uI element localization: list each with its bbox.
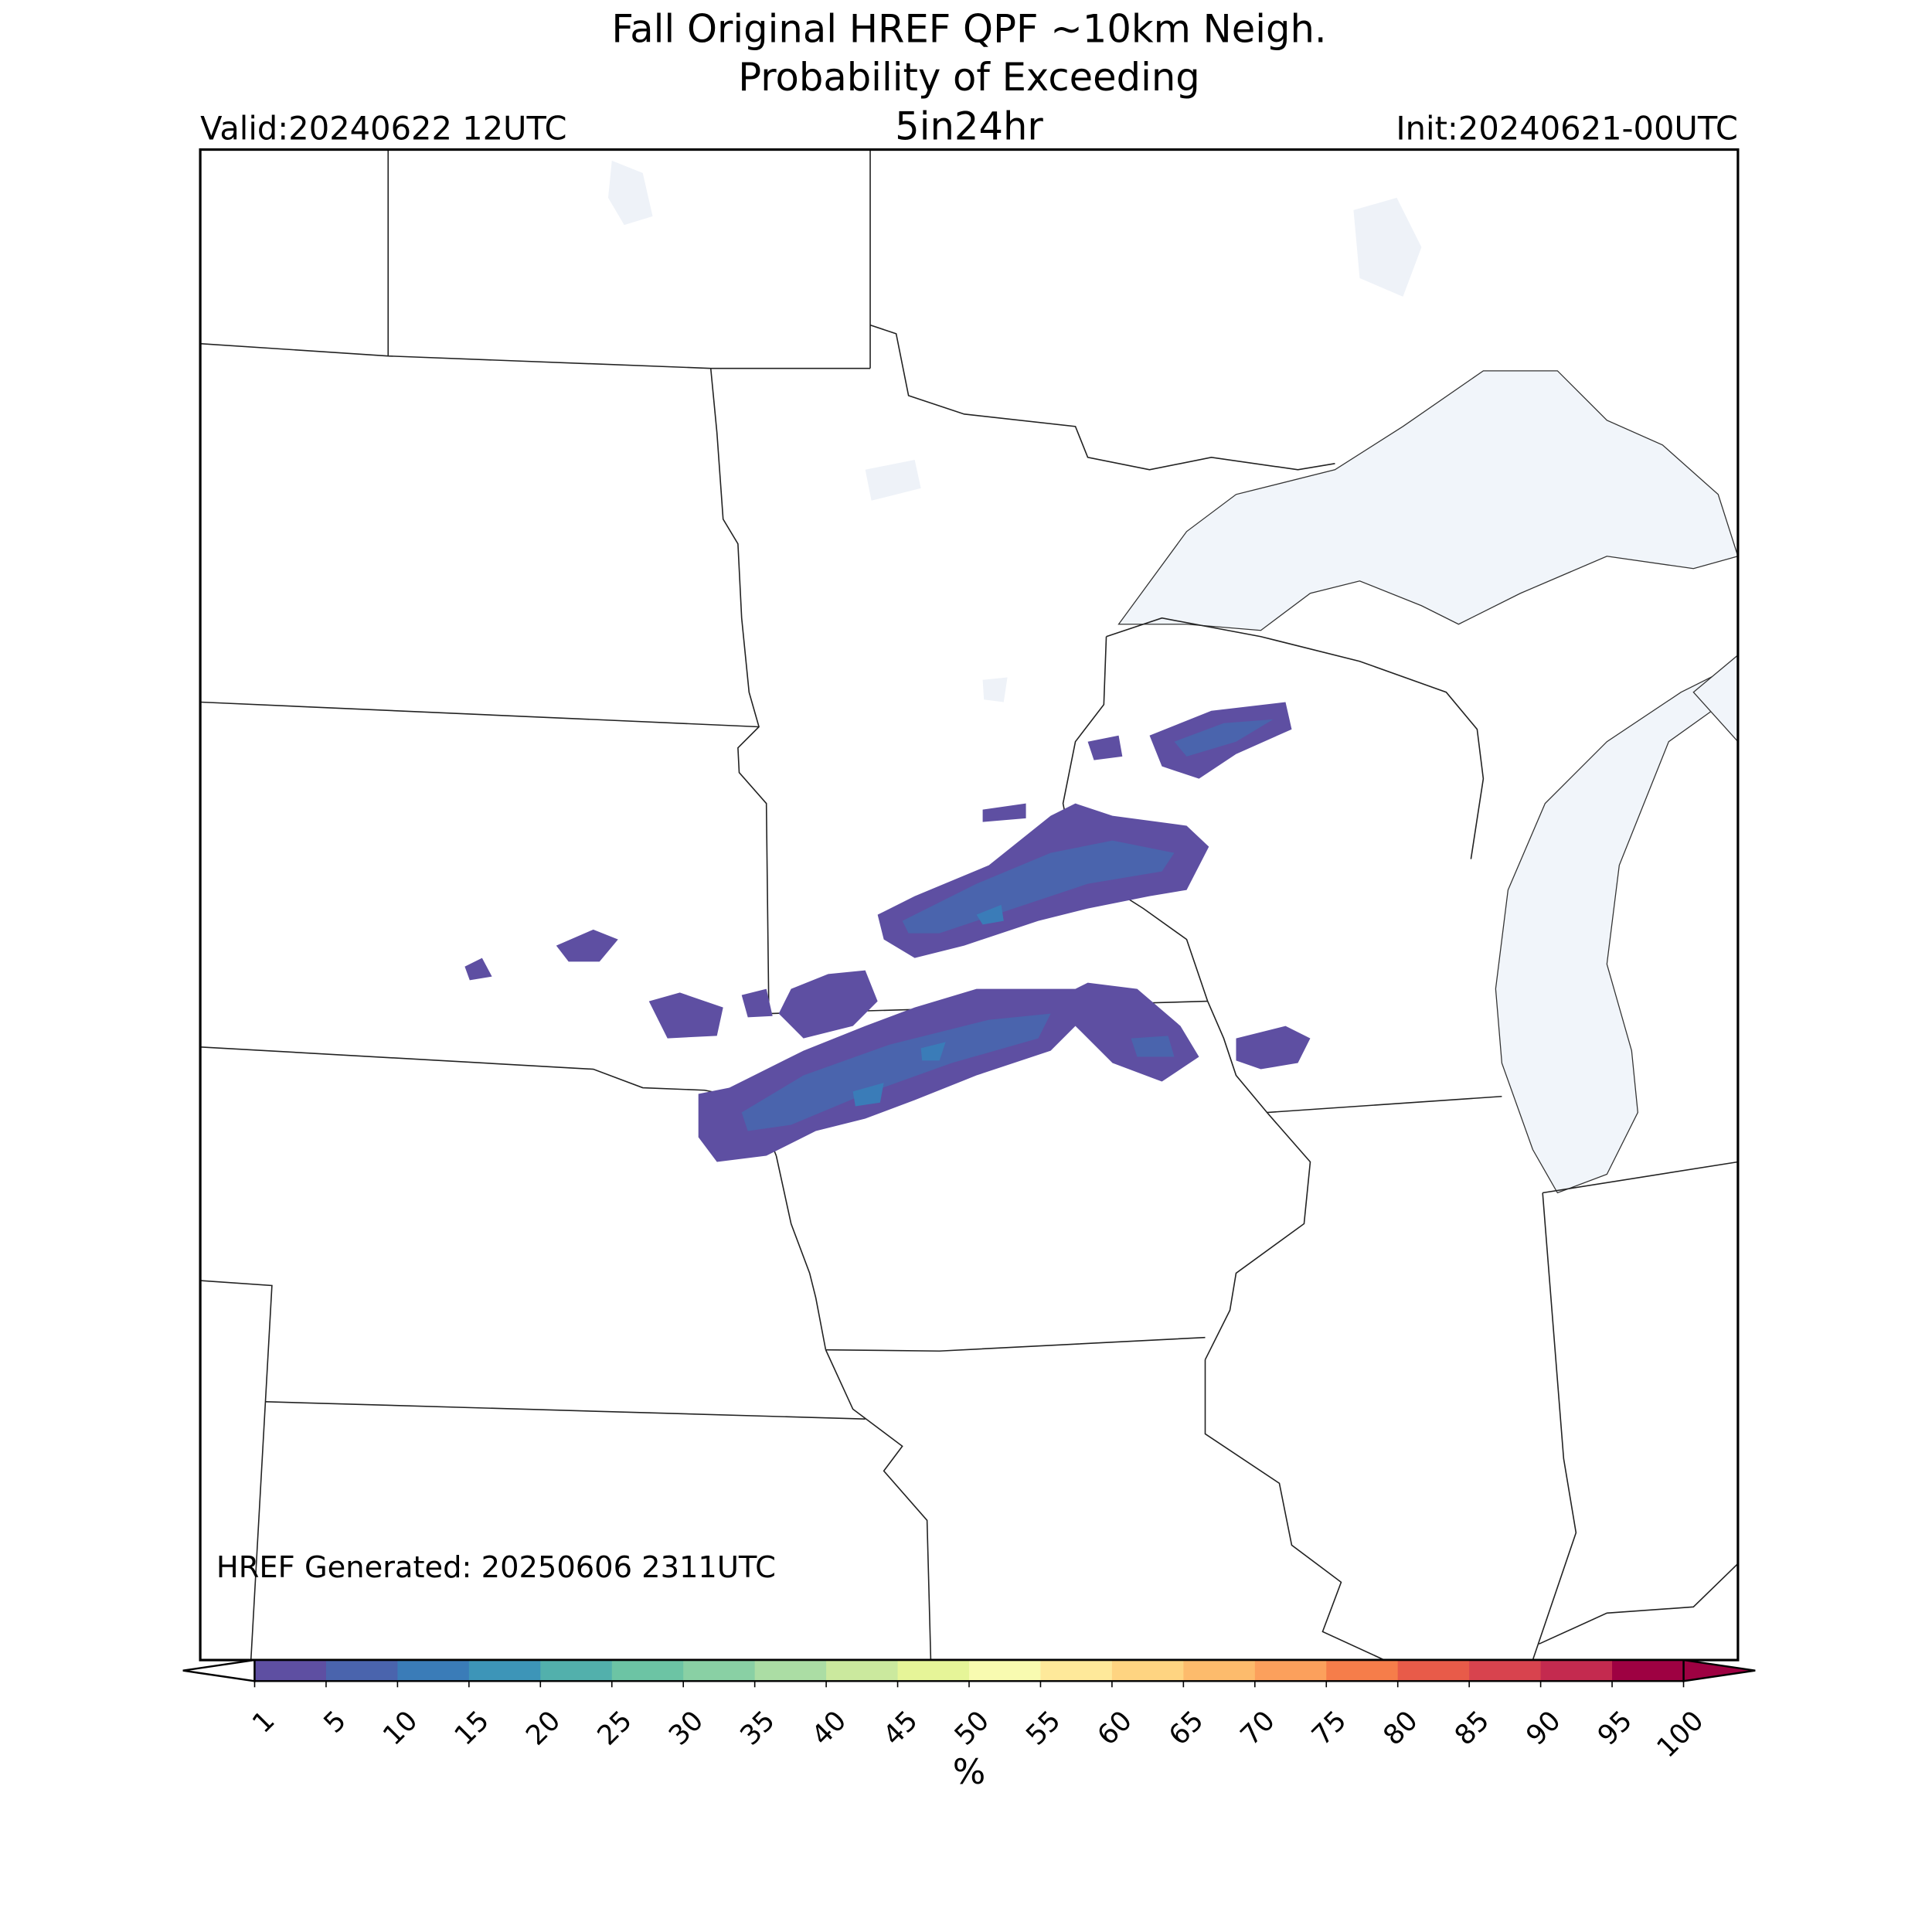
colorbar-segment — [1254, 1660, 1328, 1682]
colorbar-segment — [1183, 1660, 1256, 1682]
probability-areas — [464, 702, 1311, 1162]
colorbar-segment — [254, 1660, 327, 1682]
title-line: 5in24hr — [895, 104, 1043, 149]
colorbar-segment — [325, 1660, 399, 1682]
colorbar-segment — [1540, 1660, 1613, 1682]
lake-huron — [1692, 654, 1738, 743]
map: HREF Generated: 20250606 2311UTC — [199, 148, 1740, 1662]
colorbar-segment — [1469, 1660, 1542, 1682]
lake-superior — [1117, 370, 1738, 631]
title-line: Fall Original HREF QPF ~10km Neigh. — [611, 6, 1326, 51]
colorbar-segment — [540, 1660, 613, 1682]
colorbar-segment — [1111, 1660, 1185, 1682]
lake-michigan — [1495, 666, 1738, 1194]
colorbar-segment — [826, 1660, 899, 1682]
colorbar-segment — [1040, 1660, 1113, 1682]
colorbar-segment — [1612, 1660, 1685, 1682]
colorbar-segment — [611, 1660, 684, 1682]
colorbar-segment — [1397, 1660, 1470, 1682]
title-line: Probability of Exceeding — [738, 55, 1200, 100]
init-time: Init:20240621-00UTC — [1396, 110, 1737, 148]
colorbar-segment — [754, 1660, 827, 1682]
colorbar-segment — [683, 1660, 756, 1682]
generated-note: HREF Generated: 20250606 2311UTC — [216, 1550, 776, 1585]
valid-time: Valid:20240622 12UTC — [200, 110, 566, 148]
colorbar-label: % — [953, 1751, 986, 1792]
colorbar-segment — [1326, 1660, 1399, 1682]
colorbar-segment — [468, 1660, 542, 1682]
colorbar-segment — [897, 1660, 970, 1682]
colorbar-segment — [968, 1660, 1042, 1682]
colorbar-segment — [397, 1660, 470, 1682]
